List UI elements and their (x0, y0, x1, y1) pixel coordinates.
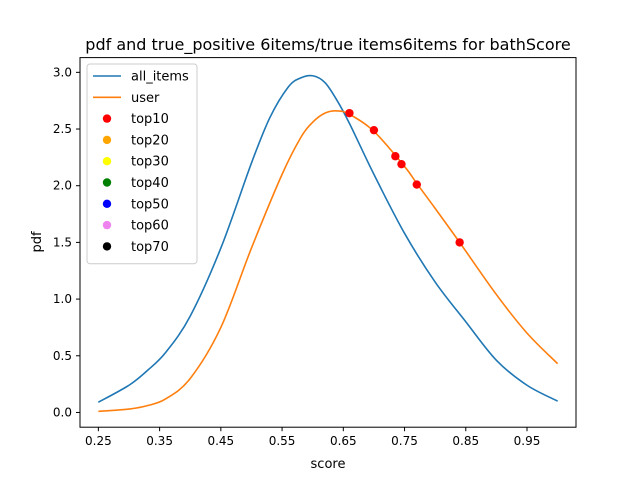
y-tick-label: 1.0 (53, 292, 72, 306)
y-axis: 0.0 0.5 1.0 1.5 2.0 2.5 3.0 (53, 65, 80, 419)
x-tick-label: 0.85 (452, 434, 479, 448)
legend-swatch (102, 135, 112, 145)
legend-swatch (102, 199, 112, 208)
legend-swatch (102, 114, 112, 123)
legend-box (86, 63, 198, 265)
legend-label: top60 (131, 219, 169, 234)
x-axis-label: score (311, 457, 346, 472)
x-tick-label: 0.75 (391, 434, 418, 448)
scatter-point-top10 (391, 152, 400, 161)
legend-label: top50 (131, 197, 169, 212)
y-tick-label: 3.0 (53, 65, 72, 79)
scatter-point-top10 (397, 159, 406, 169)
y-tick-label: 1.5 (53, 235, 72, 249)
y-tick-label: 0.5 (53, 349, 72, 363)
scatter-points (345, 108, 464, 247)
legend-label: top70 (131, 240, 169, 255)
chart-title: pdf and true_positive 6items/true items6… (85, 35, 570, 55)
x-tick-label: 0.55 (269, 434, 296, 448)
y-axis-label: pdf (30, 231, 45, 253)
x-tick-label: 0.65 (330, 434, 357, 448)
scatter-point-top10 (369, 125, 379, 135)
legend-swatch (102, 242, 112, 251)
series-line-user (98, 110, 559, 413)
y-tick-label: 2.5 (53, 122, 72, 136)
legend-label: all_items (131, 70, 189, 85)
x-tick-label: 0.45 (207, 434, 234, 448)
x-axis: 0.25 0.35 0.45 0.55 0.65 0.75 0.85 0.95 (85, 427, 540, 448)
y-tick-label: 0.0 (53, 405, 72, 419)
scatter-point-top10 (455, 238, 464, 247)
x-tick-label: 0.35 (146, 434, 173, 448)
y-tick-label: 2.0 (53, 179, 72, 193)
legend-label: user (131, 91, 160, 106)
legend-swatch (102, 220, 112, 230)
legend-label: top10 (131, 112, 169, 127)
series-line-all-items (97, 74, 558, 403)
legend-label: top30 (131, 155, 169, 170)
legend-label: top20 (131, 133, 169, 148)
scatter-point-top10 (412, 180, 421, 189)
legend-swatch (102, 178, 112, 187)
series-lines (97, 74, 559, 413)
legend-label: top40 (131, 176, 169, 191)
legend-swatch (102, 157, 112, 166)
scatter-point-top10 (345, 108, 354, 118)
x-tick-label: 0.25 (85, 434, 112, 448)
x-tick-label: 0.95 (514, 434, 541, 448)
